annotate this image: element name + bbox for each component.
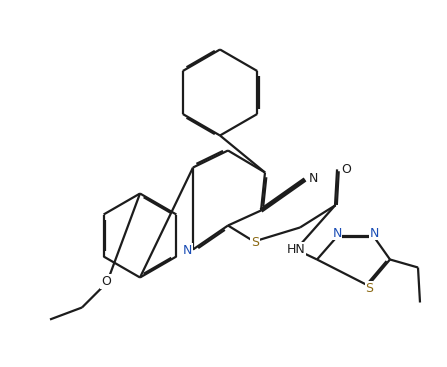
Text: N: N	[332, 226, 342, 240]
Text: S: S	[251, 236, 259, 248]
Text: N: N	[309, 172, 318, 185]
Text: HN: HN	[287, 243, 305, 256]
Text: N: N	[369, 226, 379, 240]
Text: O: O	[101, 275, 111, 288]
Text: O: O	[341, 163, 351, 176]
Text: S: S	[365, 281, 373, 294]
Text: N: N	[183, 244, 192, 257]
